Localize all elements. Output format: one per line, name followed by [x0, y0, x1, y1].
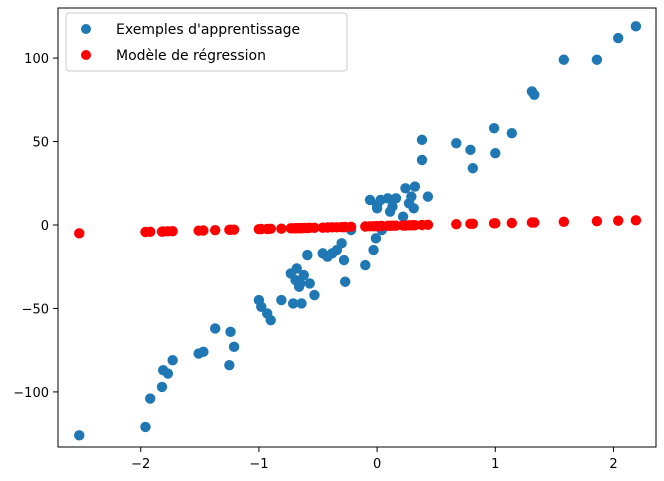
regression-model-point: [529, 217, 540, 228]
y-tick-label: 100: [24, 52, 49, 67]
training-example-point: [630, 21, 642, 32]
y-tick-label: 0: [41, 219, 49, 234]
training-example-point: [382, 193, 393, 204]
training-example-point: [408, 203, 419, 214]
regression-model-point: [345, 221, 357, 233]
regression-model-point: [74, 228, 85, 239]
training-example-point: [422, 191, 434, 202]
training-example-point: [302, 249, 313, 261]
training-example-point: [409, 181, 421, 192]
regression-model-point: [490, 218, 501, 229]
training-example-point: [339, 276, 351, 287]
training-example-point: [287, 298, 299, 309]
regression-model-point: [451, 218, 462, 230]
training-example-point: [156, 381, 168, 393]
training-example-point: [309, 289, 320, 301]
x-tick-label: −1: [249, 457, 268, 472]
legend-marker-training-examples: [81, 24, 91, 34]
axes-layer: −2 −1 0 1 2 −100 −50 0 50 100: [13, 52, 617, 472]
training-example-point: [416, 134, 428, 146]
x-tick-label: 1: [491, 457, 499, 472]
training-example-point: [558, 54, 570, 65]
training-example-point: [256, 301, 267, 312]
data-points-layer: [74, 21, 642, 441]
regression-model-point: [506, 217, 518, 229]
training-example-point: [167, 355, 178, 366]
training-example-point: [416, 154, 428, 166]
training-example-point: [612, 32, 624, 44]
training-example-point: [467, 163, 479, 174]
training-example-point: [506, 127, 518, 139]
y-tick-label: −100: [13, 386, 49, 401]
x-tick-label: 0: [373, 457, 381, 472]
training-example-point: [529, 89, 540, 100]
training-example-point: [591, 54, 603, 65]
regression-model-point: [265, 223, 276, 235]
regression-model-point: [467, 218, 479, 230]
regression-model-point: [309, 222, 320, 234]
legend: Exemples d'apprentissage Modèle de régre…: [65, 12, 348, 72]
training-example-point: [276, 294, 287, 306]
training-example-point: [370, 233, 382, 244]
training-example-point: [490, 148, 501, 159]
training-example-point: [400, 183, 411, 194]
x-tick-label: −2: [131, 457, 150, 472]
training-example-point: [291, 263, 302, 274]
plot-frame: [57, 7, 657, 448]
regression-model-point: [612, 215, 624, 226]
training-example-point: [371, 203, 383, 214]
training-example-point: [397, 211, 409, 222]
legend-marker-regression-model: [81, 50, 91, 60]
regression-model-point: [591, 215, 603, 227]
regression-model-point: [167, 225, 178, 237]
regression-model-point: [276, 223, 287, 234]
regression-model-point: [422, 219, 434, 231]
training-example-point: [162, 368, 174, 379]
legend-label-training-examples: Exemples d'apprentissage: [116, 22, 300, 38]
training-example-point: [451, 138, 462, 149]
training-example-point: [224, 360, 235, 371]
training-example-point: [225, 326, 236, 338]
training-example-point: [488, 122, 500, 134]
training-example-point: [465, 144, 476, 156]
legend-label-regression-model: Modèle de régression: [116, 48, 266, 64]
training-example-point: [228, 341, 240, 353]
training-example-point: [387, 201, 398, 212]
training-example-point: [406, 191, 417, 202]
regression-model-point: [198, 225, 209, 236]
training-example-point: [144, 393, 156, 404]
legend-box: [65, 12, 348, 72]
training-example-point: [198, 346, 209, 358]
training-example-point: [209, 323, 221, 334]
regression-model-point: [144, 226, 156, 238]
y-tick-label: −50: [22, 302, 49, 317]
x-tick-label: 2: [609, 457, 617, 472]
training-example-point: [390, 193, 402, 204]
training-example-point: [295, 278, 306, 289]
regression-model-point: [558, 216, 570, 228]
training-example-point: [74, 430, 85, 441]
training-example-point: [304, 278, 315, 289]
regression-model-point: [630, 215, 642, 226]
training-example-point: [140, 421, 151, 433]
training-example-point: [296, 298, 307, 309]
training-example-point: [265, 314, 276, 326]
y-tick-label: 50: [32, 136, 49, 151]
training-example-point: [336, 238, 347, 249]
regression-model-point: [228, 224, 240, 235]
training-example-point: [368, 244, 379, 256]
training-example-point: [298, 269, 310, 281]
training-example-point: [360, 259, 371, 271]
training-example-point: [338, 254, 350, 266]
regression-model-point: [209, 224, 221, 236]
